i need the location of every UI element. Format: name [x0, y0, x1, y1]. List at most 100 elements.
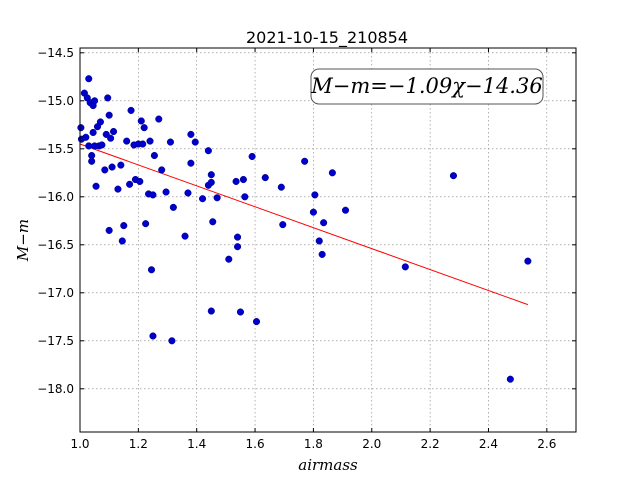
data-point — [252, 318, 261, 326]
data-point — [82, 133, 90, 141]
data-point — [204, 147, 212, 155]
data-point — [524, 257, 532, 265]
data-point — [77, 124, 85, 132]
data-point — [108, 163, 116, 171]
data-point — [107, 134, 115, 142]
data-point — [181, 232, 189, 240]
data-point — [311, 191, 319, 199]
fit-line — [79, 143, 529, 306]
data-point — [150, 151, 158, 160]
x-tick-label: 2.6 — [537, 437, 556, 451]
data-point — [155, 115, 163, 123]
x-tick-label: 1.4 — [187, 437, 206, 451]
data-point — [248, 152, 256, 161]
y-tick-label: −17.5 — [37, 334, 74, 348]
data-point — [234, 233, 242, 241]
data-point — [207, 171, 215, 179]
data-point — [207, 307, 215, 315]
data-point — [105, 226, 113, 234]
plot-frame — [79, 47, 577, 433]
data-point — [98, 141, 106, 149]
x-tick-labels: 1.0 1.2 1.4 1.6 1.8 2.0 2.2 2.4 2.6 — [70, 437, 556, 451]
data-point — [136, 177, 144, 185]
x-tick-label: 2.4 — [479, 437, 498, 451]
data-point — [320, 219, 328, 227]
data-point — [225, 255, 233, 263]
data-point — [114, 185, 122, 193]
data-point — [120, 222, 128, 230]
fit-line-group — [79, 143, 529, 306]
fit-annotation: M−m=−1.09χ−14.36 — [310, 74, 542, 98]
data-point — [146, 137, 154, 145]
data-point — [91, 97, 99, 105]
data-point — [110, 127, 118, 136]
data-point — [341, 206, 350, 214]
data-point — [158, 166, 166, 174]
y-tick-label: −15.5 — [37, 142, 74, 156]
data-point — [318, 250, 326, 258]
data-points — [77, 75, 532, 383]
data-point — [187, 130, 195, 138]
data-point — [96, 118, 104, 126]
y-tick-label: −17.0 — [37, 286, 74, 300]
data-point — [85, 75, 93, 83]
plot-area — [80, 48, 576, 432]
y-tick-label: −18.0 — [37, 382, 74, 396]
data-point — [137, 117, 145, 125]
y-tick-label: −16.5 — [37, 238, 74, 252]
data-point — [315, 237, 323, 245]
data-point — [301, 157, 309, 165]
data-point — [191, 138, 199, 146]
data-point — [140, 124, 148, 132]
x-axis-label: airmass — [298, 456, 358, 474]
y-tick-labels: −14.5 −15.0 −15.5 −16.0 −16.5 −17.0 −17.5 −18.0 — [37, 46, 74, 396]
data-point — [139, 140, 147, 148]
data-point — [89, 128, 97, 137]
data-point — [207, 178, 215, 186]
x-tick-label: 1.8 — [304, 437, 323, 451]
data-point — [187, 159, 195, 167]
data-point — [101, 166, 109, 174]
x-tick-label: 1.0 — [70, 437, 89, 451]
data-point — [184, 189, 192, 197]
data-point — [209, 218, 217, 226]
y-axis-label: M−m — [14, 219, 32, 262]
chart-title: 2021-10-15_210854 — [246, 28, 408, 48]
data-point — [449, 172, 458, 180]
data-point — [162, 188, 170, 196]
data-point — [213, 194, 221, 202]
data-point — [92, 182, 100, 190]
data-point — [234, 243, 242, 251]
y-tick-label: −16.0 — [37, 190, 74, 204]
data-point — [149, 191, 157, 199]
data-point — [166, 138, 174, 146]
data-point — [117, 161, 125, 169]
data-point — [236, 308, 245, 316]
x-tick-label: 1.6 — [246, 437, 265, 451]
data-point — [126, 180, 134, 188]
axis-ticks — [79, 48, 576, 432]
data-point — [309, 208, 317, 216]
data-point — [127, 106, 135, 114]
data-point — [149, 332, 157, 340]
x-tick-label: 2.2 — [421, 437, 440, 451]
data-point — [232, 177, 240, 185]
data-point — [261, 174, 269, 182]
data-point — [147, 266, 156, 274]
y-tick-label: −15.0 — [37, 94, 74, 108]
data-point — [168, 337, 176, 345]
data-point — [198, 195, 207, 203]
data-point — [279, 221, 287, 229]
data-point — [241, 193, 249, 201]
data-point — [118, 237, 126, 245]
annotation-box — [310, 68, 544, 105]
data-point — [239, 175, 247, 184]
x-tick-label: 2.0 — [362, 437, 381, 451]
y-tick-label: −14.5 — [37, 46, 74, 60]
data-point — [277, 183, 285, 191]
data-point — [105, 111, 113, 119]
data-point — [104, 94, 112, 102]
data-point — [401, 263, 409, 271]
data-point — [88, 157, 96, 165]
